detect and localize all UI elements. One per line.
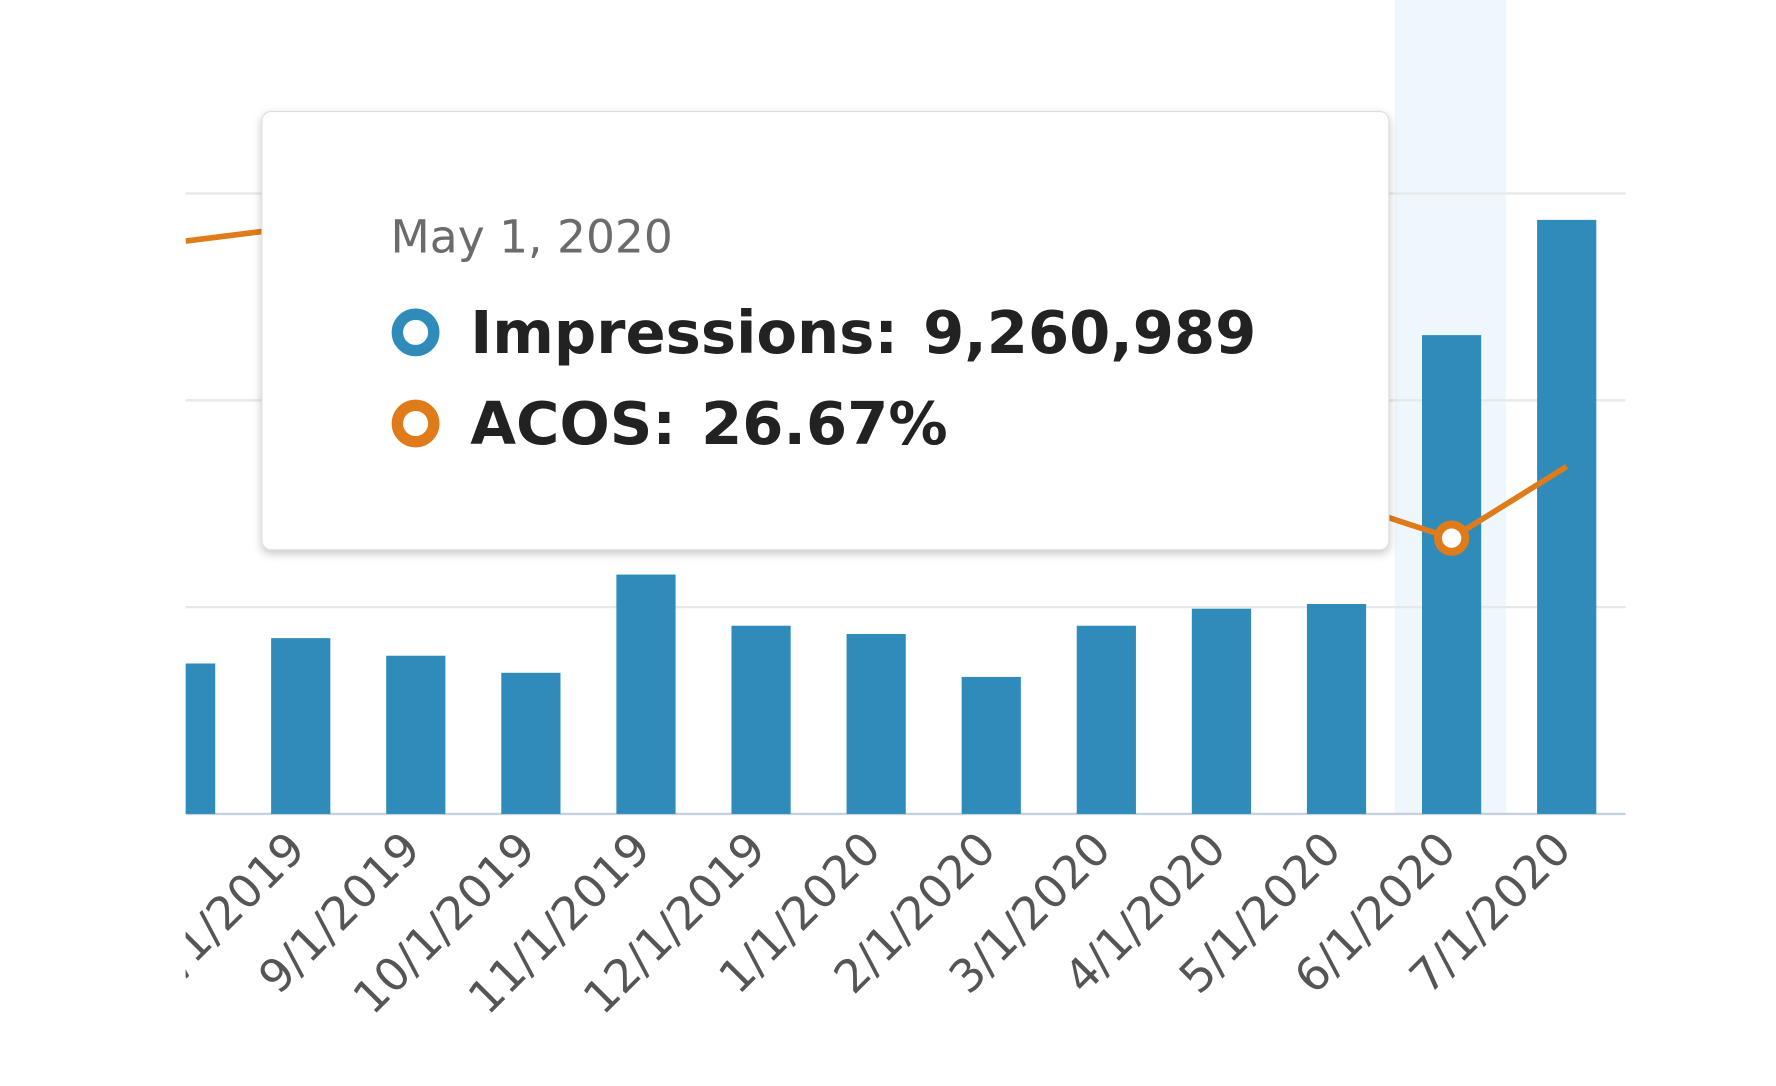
tooltip-box — [261, 110, 1390, 551]
bar — [961, 676, 1021, 814]
tooltip-date: May 1, 2020 — [391, 211, 673, 264]
tooltip: May 1, 2020 Impressions: 9,260,989 ACOS: 26… — [261, 110, 1390, 551]
bar — [271, 638, 331, 814]
tooltip-value: 26.67% — [701, 389, 948, 458]
tooltip-value: 9,260,989 — [923, 298, 1256, 367]
tooltip-marker — [391, 308, 440, 357]
tooltip-label: Impressions: — [470, 298, 898, 367]
bar — [846, 634, 906, 814]
bar — [1422, 335, 1482, 814]
bar — [501, 672, 561, 814]
bar — [1076, 625, 1136, 814]
bar — [616, 574, 676, 814]
bar — [185, 663, 216, 814]
line-marker — [1433, 520, 1470, 556]
bar — [386, 655, 446, 814]
bar — [1306, 604, 1367, 814]
x-tick-label: 7/1/2019 — [18, 822, 200, 1004]
bar — [1537, 219, 1597, 814]
bar — [731, 625, 791, 814]
tooltip-label: ACOS: — [470, 389, 676, 458]
bar — [1191, 608, 1252, 814]
tooltip-marker — [391, 399, 440, 448]
